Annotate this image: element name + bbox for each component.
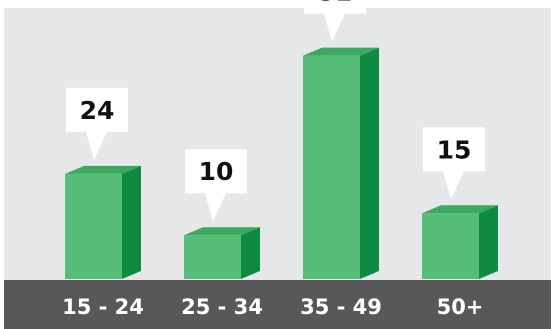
bar-side-face bbox=[360, 47, 379, 280]
bar-3 bbox=[303, 47, 379, 280]
bar-side-face bbox=[122, 165, 141, 279]
callout-box bbox=[66, 87, 128, 160]
callout-box bbox=[423, 127, 485, 200]
bar-side-face bbox=[241, 227, 260, 279]
bar-front-face bbox=[65, 173, 122, 279]
category-labels: 15 - 24 25 - 34 35 - 49 50+ bbox=[62, 295, 483, 319]
bar-top-face bbox=[184, 227, 260, 236]
value-callouts: 24 10 51 15 bbox=[66, 0, 485, 222]
callout-box bbox=[304, 0, 366, 42]
bar-top-face bbox=[65, 165, 141, 174]
value-callout: 24 bbox=[66, 87, 128, 160]
bar-4 bbox=[422, 205, 498, 279]
category-axis-band bbox=[4, 280, 551, 329]
bar-front-face bbox=[422, 213, 479, 279]
category-label: 35 - 49 bbox=[300, 295, 382, 319]
bar-2 bbox=[184, 227, 260, 279]
bar-top-face bbox=[422, 205, 498, 214]
bar-front-face bbox=[303, 55, 360, 280]
bar-front-face bbox=[184, 235, 241, 279]
category-label: 15 - 24 bbox=[62, 295, 144, 319]
category-label: 50+ bbox=[437, 295, 484, 319]
value-label: 51 bbox=[318, 0, 353, 7]
value-callout: 51 bbox=[304, 0, 366, 42]
value-callout: 15 bbox=[423, 127, 485, 200]
bar-top-face bbox=[303, 47, 379, 56]
value-callout: 10 bbox=[185, 149, 247, 222]
value-label: 15 bbox=[437, 135, 472, 164]
category-label: 25 - 34 bbox=[181, 295, 263, 319]
bar-side-face bbox=[479, 205, 498, 279]
value-label: 10 bbox=[199, 157, 234, 186]
callout-box bbox=[185, 149, 247, 222]
value-label: 24 bbox=[80, 96, 115, 125]
bar-1 bbox=[65, 165, 141, 279]
bars-group bbox=[65, 47, 498, 280]
